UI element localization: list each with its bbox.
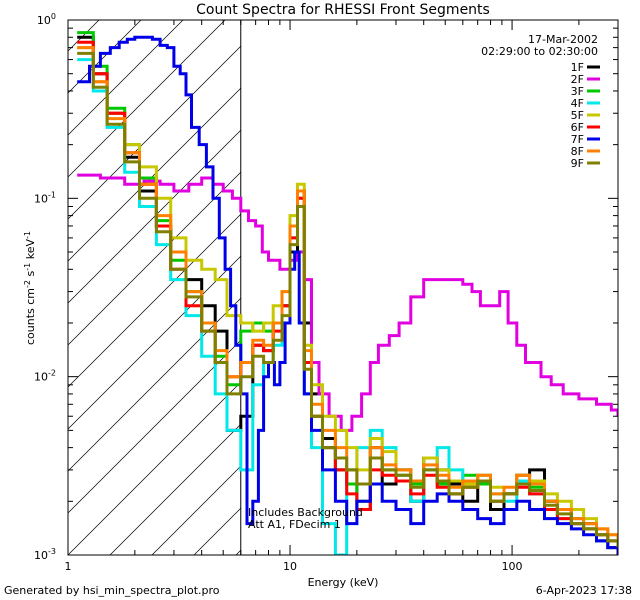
- hatch-line: [68, 171, 241, 346]
- footer-generated-by: Generated by hsi_min_spectra_plot.pro: [4, 584, 220, 597]
- y-tick-label: 100: [37, 12, 56, 27]
- legend-label-8F: 8F: [571, 145, 584, 158]
- y-tick-label: 10-2: [34, 369, 56, 384]
- y-axis-title: counts cm-2 s-1 keV-1: [23, 231, 37, 345]
- hatch-line: [488, 0, 640, 555]
- x-tick-label: 10: [283, 560, 297, 573]
- footer-timestamp: 6-Apr-2023 17:38: [536, 584, 632, 597]
- hatch-line: [109, 423, 241, 555]
- y-axis-title-mid: s: [24, 270, 37, 279]
- hatch-line: [68, 20, 184, 136]
- hatch-line: [68, 297, 241, 472]
- legend-label-7F: 7F: [571, 133, 584, 146]
- hatch-line: [362, 0, 640, 555]
- series-line-4F: [77, 58, 618, 555]
- hatch-line: [404, 0, 640, 555]
- series-line-8F: [77, 46, 618, 541]
- hatch-line: [530, 0, 640, 555]
- hatch-line: [68, 339, 241, 514]
- series-line-2F: [77, 173, 618, 432]
- y-axis-title-exp1: -2: [23, 280, 32, 288]
- hatch-line: [278, 0, 640, 555]
- hatch-line: [68, 87, 241, 262]
- x-tick-label: 100: [502, 560, 523, 573]
- y-axis-title-exp2: -1: [23, 263, 32, 271]
- date-label: 17-Mar-2002: [528, 33, 598, 46]
- hatch-line: [68, 129, 241, 304]
- y-tick-label: 10-3: [34, 547, 56, 562]
- time-range-label: 02:29:00 to 02:30:00: [481, 45, 598, 58]
- y-tick-label: 10-1: [34, 190, 56, 205]
- legend-label-1F: 1F: [571, 61, 584, 74]
- chart-title: Count Spectra for RHESSI Front Segments: [196, 2, 490, 18]
- plot-frame: [67, 19, 619, 556]
- y-axis-title-suffix: keV: [24, 239, 37, 263]
- x-tick-label: 1: [65, 560, 72, 573]
- series-lines: [77, 31, 618, 555]
- axes: 1 10 100 100 10-1 10-2 10-3: [34, 12, 619, 573]
- series-line-9F: [77, 51, 618, 548]
- hatch-line: [68, 255, 241, 430]
- y-axis-title-exp3: -1: [23, 231, 32, 239]
- series-line-6F: [77, 40, 618, 548]
- hatch-line: [68, 213, 241, 388]
- legend-label-2F: 2F: [571, 73, 584, 86]
- hatch-line: [320, 0, 640, 555]
- legend-label-9F: 9F: [571, 157, 584, 170]
- hatch-line: [68, 45, 241, 220]
- hatch-line: [68, 20, 226, 178]
- hatch-line: [0, 0, 82, 555]
- hatch-line: [68, 20, 142, 94]
- attenuator-hatch-region: [0, 0, 640, 555]
- y-axis-title-prefix: counts cm: [24, 288, 37, 345]
- annotation-attenuator: Att A1, FDecim 1: [248, 518, 341, 531]
- legend-label-5F: 5F: [571, 109, 584, 122]
- annotation-background: Includes Background: [248, 506, 363, 519]
- x-axis-title: Energy (keV): [308, 576, 379, 589]
- series-line-7F: [77, 35, 618, 555]
- hatch-line: [68, 381, 241, 555]
- legend-label-6F: 6F: [571, 121, 584, 134]
- legend-label-4F: 4F: [571, 97, 584, 110]
- legend-label-3F: 3F: [571, 85, 584, 98]
